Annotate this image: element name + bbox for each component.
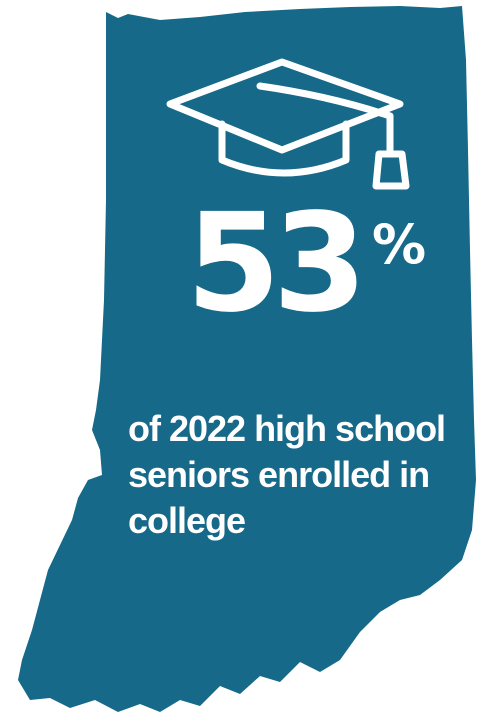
stat-percent-sign: %	[372, 213, 427, 276]
graduation-cap-icon	[166, 58, 410, 190]
stat-caption: of 2022 high school seniors enrolled in …	[128, 408, 446, 541]
stat-value: 53	[186, 185, 367, 343]
